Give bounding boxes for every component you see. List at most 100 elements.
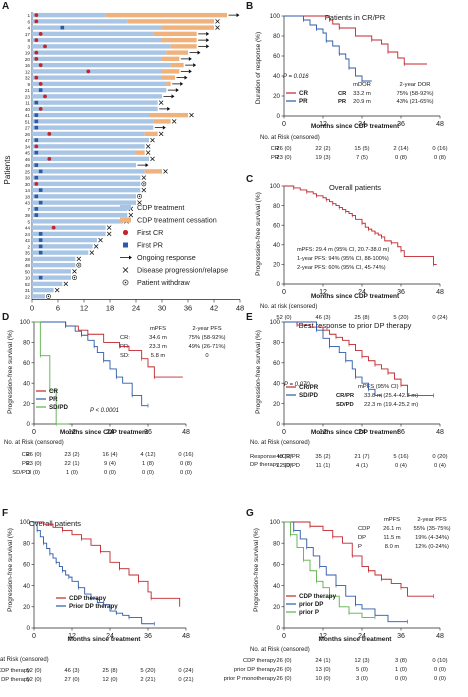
- panel-b-letter: B: [246, 1, 253, 12]
- swimmer-treatment-bar: [32, 81, 167, 87]
- withdraw-marker: [76, 262, 82, 268]
- swimmer-patient-id: 52: [25, 282, 31, 287]
- panel-g-table-head-1: mPFS: [384, 517, 400, 523]
- ongoing-response-arrow-head: [236, 13, 240, 18]
- first-pr-marker: [38, 250, 43, 255]
- swimmer-patient-id: 24: [25, 232, 31, 237]
- risk-count: 26 (0): [276, 658, 291, 664]
- panel-b-row-pr-label: PR: [338, 99, 347, 105]
- risk-group-label: CDP therapy: [0, 668, 30, 674]
- first-pr-marker: [38, 244, 43, 249]
- swimmer-treatment-bar: [32, 187, 141, 193]
- panel-c-stat-1: mPFS: 29.4 m (95% CI, 20.7-38.0 m): [297, 247, 389, 253]
- swimmer-patient-id: 43: [25, 201, 31, 206]
- swimmer-cessation-bar: [149, 112, 188, 118]
- y-tick-label: 60: [273, 562, 280, 569]
- legend-label: SD/PD: [299, 392, 318, 399]
- risk-group-label: CDP therapy: [243, 658, 276, 664]
- x-tick-label: 0: [282, 633, 286, 640]
- risk-count: 13 (0): [315, 667, 330, 673]
- swimmer-patient-id: 7: [27, 207, 30, 212]
- swimmer-treatment-bar: [32, 281, 63, 287]
- panel-b-pvalue: P = 0.016: [283, 74, 309, 80]
- x-tick-label: 36: [397, 121, 405, 128]
- risk-count: 0 (8): [180, 461, 192, 467]
- y-tick-label: 20: [273, 604, 280, 611]
- first-cr-marker: [47, 131, 52, 136]
- panel-d-risk-title: No. at Risk (censored): [4, 440, 64, 446]
- risk-count: 3 (0): [28, 470, 40, 476]
- legend-label: Prior DP therapy: [69, 603, 118, 610]
- km-curve-cdp-therapy: [284, 521, 434, 597]
- swimmer-cessation-bar: [170, 62, 184, 68]
- progression-marker: [141, 187, 147, 193]
- swimmer-treatment-bar: [32, 169, 145, 174]
- swimmer-treatment-bar: [32, 100, 158, 105]
- risk-count: 22 (2): [315, 146, 330, 152]
- legend-label: CDP therapy: [299, 593, 337, 600]
- y-tick-label: 100: [20, 519, 31, 526]
- panel-d-chart: Progression-free survival (%) Months sin…: [4, 319, 226, 476]
- ongoing-response-arrow-head: [188, 69, 192, 74]
- y-tick-label: 20: [23, 604, 30, 611]
- panel-e-risk-group-2: DP therapy: [250, 462, 279, 468]
- risk-count: 0 (24): [432, 315, 447, 321]
- risk-count: 9 (4): [104, 461, 116, 467]
- risk-count: 0 (0): [180, 470, 192, 476]
- risk-group-label: PR: [22, 461, 30, 467]
- swimmer-patient-id: 51: [25, 119, 31, 124]
- km-curve-cr: [34, 321, 183, 378]
- first-pr-marker: [34, 213, 39, 217]
- swimmer-patient-id: 27: [25, 126, 31, 131]
- progression-marker: [150, 156, 155, 162]
- swimmer-treatment-bar: [32, 31, 154, 37]
- first-cr-marker: [34, 13, 39, 18]
- risk-count: 22 (1): [64, 461, 79, 467]
- risk-count: 0 (21): [178, 677, 193, 683]
- swimmer-patient-id: 22: [25, 294, 31, 299]
- swimmer-patient-id: 8: [27, 38, 30, 43]
- x-tick-label: 0: [282, 289, 286, 296]
- swimmer-y-label: Patients: [3, 156, 12, 185]
- x-tick-label: 24: [106, 633, 114, 640]
- risk-count: 0 (4): [434, 463, 446, 469]
- y-tick-label: 0: [277, 281, 281, 288]
- legend-label: prior P: [299, 609, 319, 616]
- panel-b-y-label: Duration of response (%): [255, 32, 262, 104]
- risk-count: 7 (5): [356, 155, 368, 161]
- swimmer-patient-id: 2: [27, 244, 30, 249]
- first-pr-marker: [34, 125, 39, 130]
- legend-label: Patient withdraw: [137, 278, 191, 287]
- swimmer-treatment-bar: [32, 112, 149, 118]
- legend-label: Ongoing response: [137, 253, 196, 262]
- ongoing-response-arrow-head: [162, 125, 166, 130]
- panel-g-row-cdp-2y: 55% (35-75%): [413, 526, 450, 532]
- panel-g-row-dp-label: DP: [358, 535, 366, 541]
- y-tick-label: 20: [273, 262, 280, 269]
- progression-marker: [158, 100, 164, 105]
- swimmer-treatment-bar: [32, 131, 145, 137]
- panel-b-row-pr-dor: 43% (21-65%): [396, 99, 433, 105]
- first-cr-marker: [38, 81, 43, 86]
- panel-d-x-label: Months since CDP treatment: [60, 429, 149, 436]
- risk-count: 21 (7): [354, 454, 369, 460]
- risk-count: 2 (14): [393, 146, 408, 152]
- first-pr-marker: [38, 232, 43, 236]
- swimmer-x-tick-label: 48: [236, 304, 244, 313]
- y-tick-label: 0: [277, 625, 281, 632]
- panel-b-row-pr-mdor: 20.9 m: [353, 99, 371, 105]
- x-tick-label: 0: [282, 429, 286, 436]
- km-curve-prior-p: [284, 521, 375, 618]
- first-cr-marker: [38, 31, 43, 36]
- risk-count: 1 (0): [66, 470, 78, 476]
- legend-label: CDP therapy: [69, 595, 107, 602]
- risk-group-label: prior P monotherapy: [224, 676, 277, 682]
- risk-count: 26 (0): [276, 667, 291, 673]
- risk-count: 12 (3): [354, 658, 369, 664]
- panel-f-x-label: Months since treatment: [68, 636, 142, 643]
- panel-b-row-cr-dor: 75% (58-92%): [396, 91, 433, 97]
- panel-d-row-sd-mpfs: 5.8 m: [151, 353, 166, 359]
- swimmer-cessation-bar: [136, 150, 145, 155]
- withdraw-marker: [137, 193, 142, 199]
- progression-marker: [189, 112, 194, 118]
